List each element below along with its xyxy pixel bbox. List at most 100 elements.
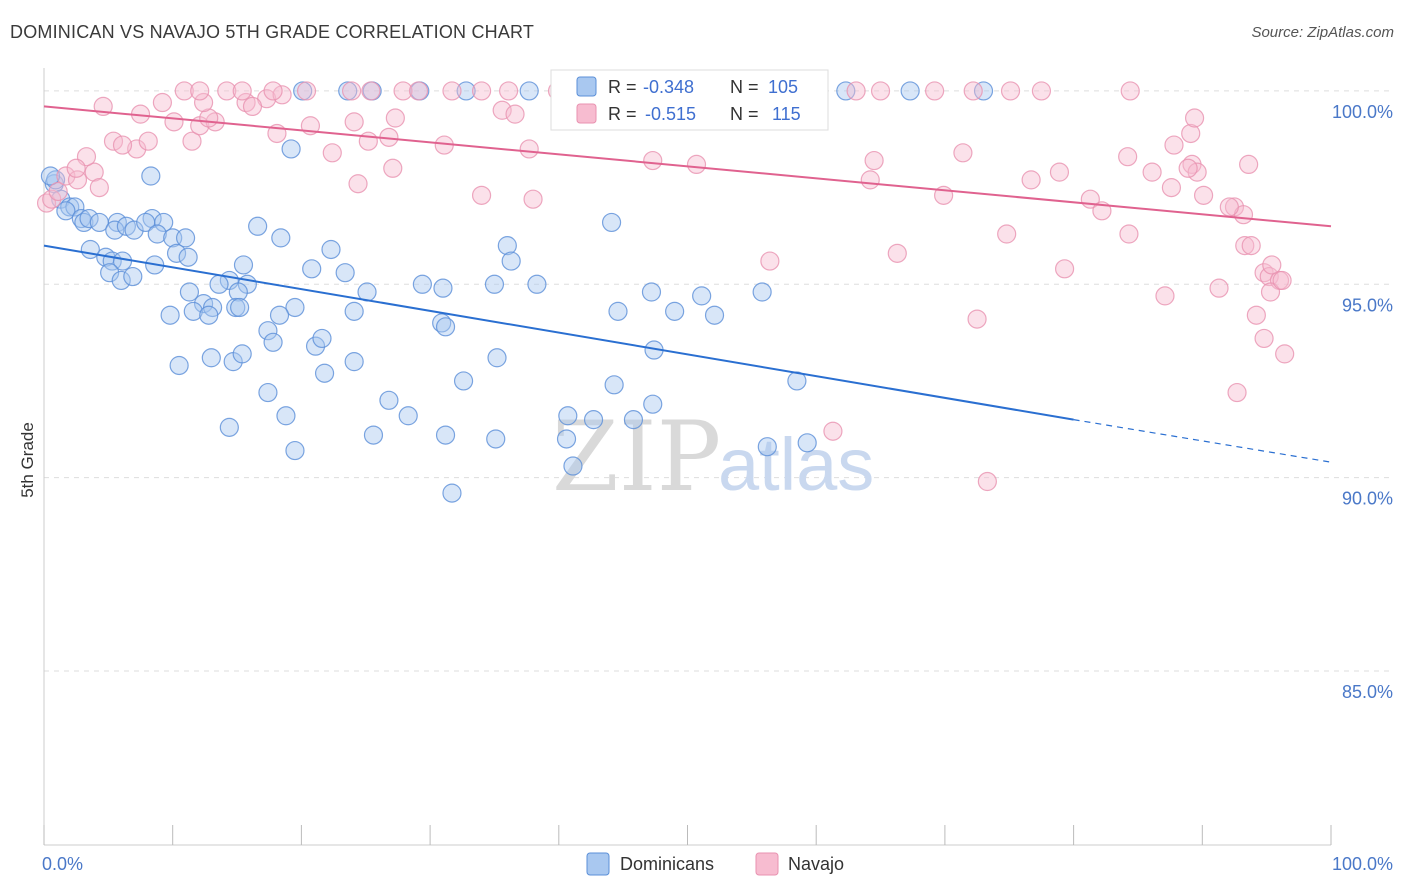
y-tick-label: 90.0% bbox=[1342, 489, 1393, 509]
navajo-point bbox=[887, 243, 907, 263]
dominicans-point bbox=[435, 425, 456, 445]
dominicans-point bbox=[900, 81, 920, 101]
navajo-point bbox=[263, 81, 283, 101]
navajo-point bbox=[492, 100, 512, 120]
dominicans-point bbox=[641, 282, 662, 302]
navajo-point bbox=[953, 143, 973, 163]
navajo-point bbox=[1254, 263, 1274, 283]
dominicans-point bbox=[263, 332, 283, 352]
navajo-point bbox=[1178, 158, 1198, 178]
navajo-point bbox=[152, 92, 173, 113]
dominicans-point bbox=[643, 394, 663, 414]
dominicans-point bbox=[74, 212, 94, 233]
navajo-point bbox=[846, 81, 866, 101]
navajo-point bbox=[1235, 236, 1255, 256]
dominicans-point bbox=[836, 81, 856, 101]
tick-labels: 85.0% 90.0% 95.0% 100.0% 0.0% 100.0% bbox=[42, 102, 1393, 874]
navajo-point bbox=[925, 81, 945, 101]
bottom-legend-navajo: Navajo bbox=[788, 854, 844, 874]
dominicans-point bbox=[623, 410, 644, 430]
legend-r-label-navajo: R = bbox=[608, 104, 637, 124]
dominicans-point bbox=[233, 255, 254, 275]
dominicans-point bbox=[285, 440, 305, 461]
navajo-point bbox=[1161, 178, 1182, 198]
dominicans-point bbox=[456, 81, 476, 101]
dominicans-point bbox=[175, 228, 196, 248]
navajo-point bbox=[383, 158, 403, 178]
dominicans-point bbox=[321, 239, 341, 260]
dominicans-point bbox=[199, 305, 219, 325]
dominicans-point bbox=[79, 208, 99, 229]
bottom-legend-swatch-navajo bbox=[755, 852, 779, 876]
navajo-point bbox=[66, 158, 86, 178]
dominicans-point bbox=[136, 212, 156, 233]
legend-n-value-navajo: 115 bbox=[772, 104, 801, 124]
legend-frame bbox=[550, 69, 829, 131]
dominicans-point bbox=[178, 247, 198, 267]
dominicans-point bbox=[166, 243, 187, 263]
dominicans-point bbox=[487, 348, 507, 368]
dominicans-point bbox=[497, 236, 517, 256]
y-tick-label: 85.0% bbox=[1342, 682, 1393, 702]
navajo-point bbox=[1119, 224, 1139, 244]
navajo-trend-line bbox=[43, 105, 1332, 228]
navajo-point bbox=[138, 131, 158, 151]
navajo-point bbox=[1275, 344, 1295, 364]
dominicans-point bbox=[271, 228, 291, 248]
dominicans-point bbox=[60, 197, 80, 217]
dominicans-point bbox=[556, 429, 577, 449]
navajo-point bbox=[519, 139, 539, 159]
dominicans-point bbox=[160, 305, 180, 325]
dominicans-point bbox=[169, 355, 189, 376]
dominicans-point bbox=[398, 406, 418, 426]
navajo-point bbox=[643, 150, 663, 171]
dominicans-point bbox=[281, 139, 301, 159]
x-tick-label: 0.0% bbox=[42, 854, 83, 874]
navajo-point bbox=[997, 224, 1017, 244]
navajo-point bbox=[471, 81, 492, 101]
dominicans-trend-extension bbox=[1073, 419, 1332, 463]
navajo-point bbox=[1118, 147, 1138, 167]
dominicans-point bbox=[248, 216, 268, 236]
chart-source: Source: ZipAtlas.com bbox=[1251, 24, 1394, 41]
navajo-point bbox=[296, 81, 317, 101]
navajo-point bbox=[385, 108, 405, 128]
navajo-point bbox=[112, 135, 133, 155]
navajo-point bbox=[361, 81, 381, 101]
dominicans-point bbox=[757, 437, 777, 457]
dominicans-point bbox=[312, 328, 332, 349]
dominicans-point bbox=[344, 352, 364, 372]
navajo-point bbox=[348, 174, 368, 194]
navajo-point bbox=[56, 166, 76, 186]
dominicans-point bbox=[201, 348, 221, 368]
navajo-point bbox=[164, 112, 184, 132]
dominicans-point bbox=[219, 417, 239, 437]
dominicans-trend-line bbox=[43, 244, 1074, 421]
dominicans-point bbox=[258, 382, 278, 403]
navajo-point bbox=[1259, 266, 1279, 287]
dominicans-point bbox=[704, 305, 725, 325]
dominicans-point bbox=[973, 81, 994, 101]
navajo-point bbox=[1227, 382, 1247, 403]
bottom-legend-dominicans: Dominicans bbox=[620, 854, 714, 874]
navajo-point bbox=[190, 81, 210, 101]
navajo-point bbox=[471, 185, 492, 205]
navajo-point bbox=[344, 112, 364, 132]
dominicans-point bbox=[141, 166, 161, 186]
navajo-point bbox=[217, 81, 237, 101]
y-tick-label: 95.0% bbox=[1342, 295, 1393, 315]
legend: R = -0.348 N = 105 R = -0.515 N = 115 bbox=[550, 69, 829, 131]
trend-lines bbox=[43, 105, 1332, 463]
navajo-point bbox=[1241, 236, 1261, 256]
dominicans-point bbox=[453, 371, 474, 391]
dominicans-point bbox=[100, 263, 120, 283]
navajo-point bbox=[322, 143, 342, 163]
navajo-point bbox=[442, 81, 462, 101]
navajo-point bbox=[823, 421, 843, 441]
navajo-point bbox=[242, 96, 263, 117]
dominicans-point bbox=[269, 305, 290, 325]
navajo-point bbox=[870, 81, 891, 101]
navajo-point bbox=[408, 81, 429, 101]
watermark-zip: ZIP bbox=[552, 401, 721, 513]
dominicans-point bbox=[111, 270, 131, 291]
